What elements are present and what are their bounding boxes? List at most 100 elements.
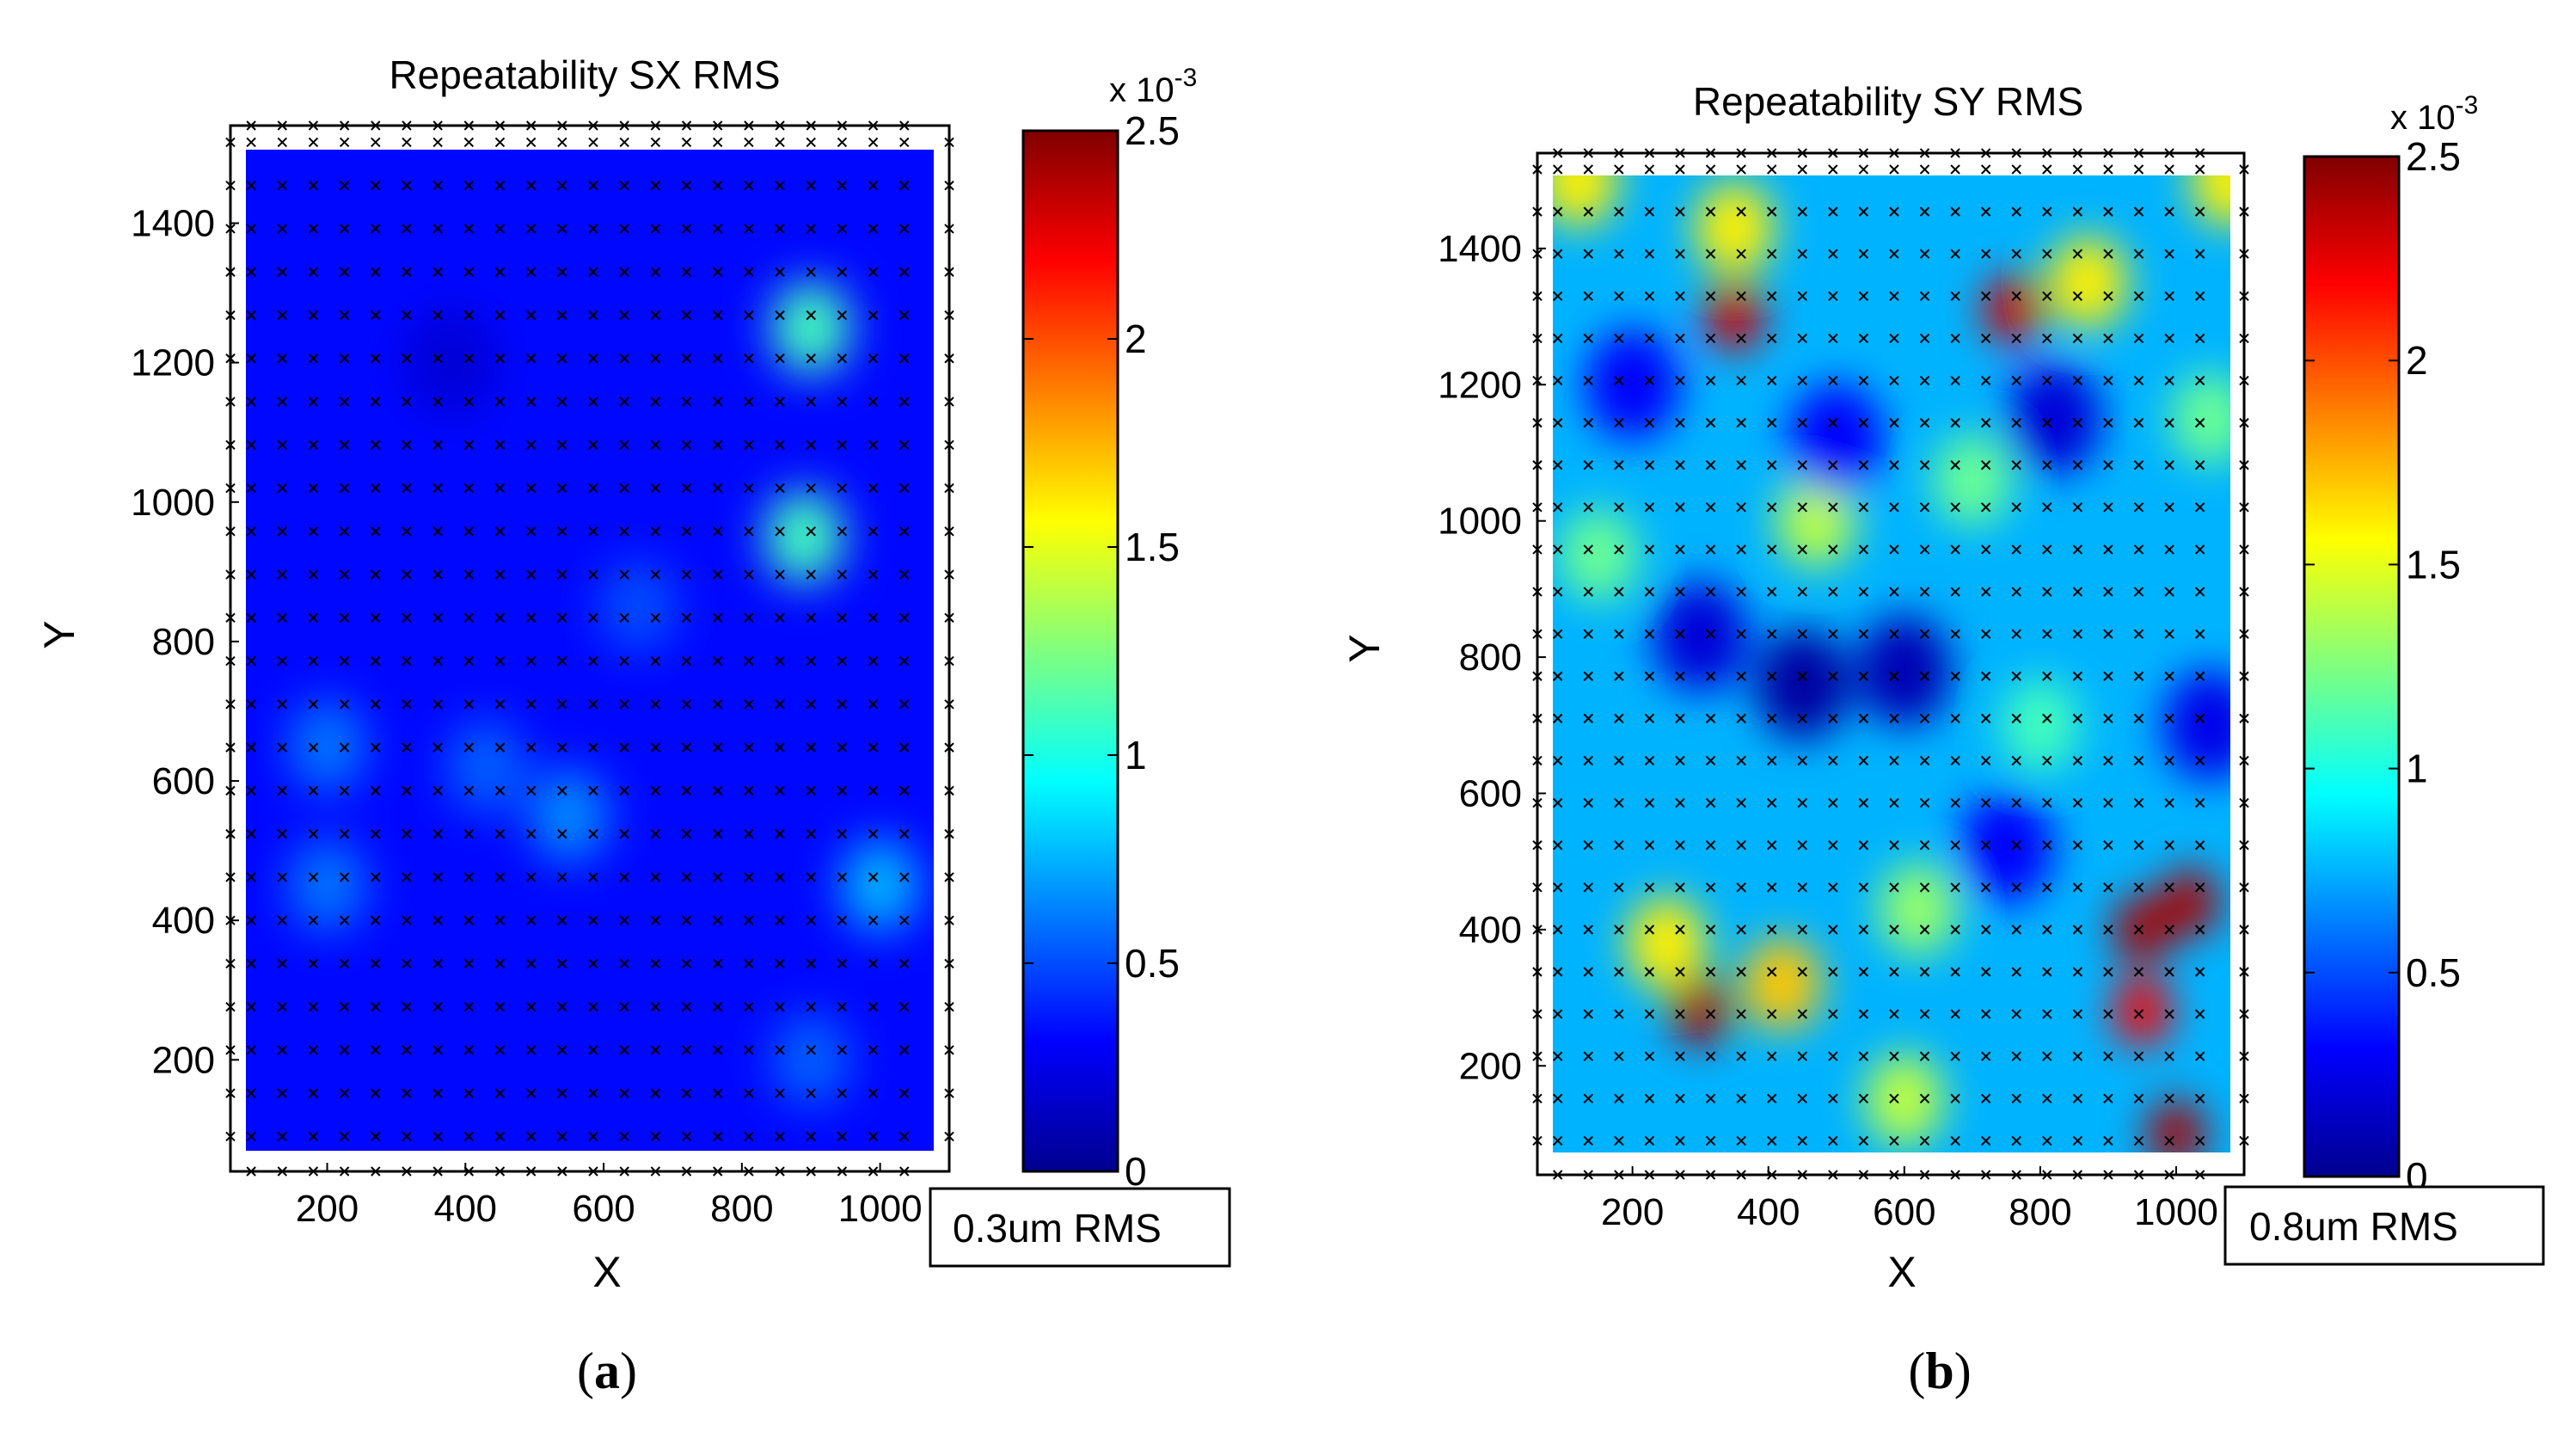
sample-marker — [806, 310, 816, 321]
sample-marker — [619, 396, 629, 407]
sample-marker — [277, 742, 287, 753]
sample-marker — [2194, 206, 2205, 217]
sample-marker — [432, 482, 443, 494]
sample-marker — [806, 612, 816, 624]
sample-marker — [1797, 1093, 1807, 1104]
sample-marker — [1889, 544, 1899, 555]
sample-marker — [1736, 333, 1746, 344]
sample-marker — [1858, 797, 1869, 808]
sample-marker — [1644, 333, 1655, 344]
sample-marker — [402, 915, 412, 925]
sample-marker — [1950, 925, 1960, 935]
sample-marker — [2072, 544, 2083, 555]
sample-marker — [1980, 333, 1991, 344]
y-tick-label: 1400 — [1438, 228, 1522, 270]
sample-marker — [557, 828, 567, 839]
sample-marker — [1553, 882, 1563, 893]
sample-marker — [806, 482, 816, 494]
y-tick-label: 1200 — [131, 342, 215, 384]
sample-marker — [277, 569, 287, 580]
sample-marker — [588, 396, 598, 407]
sample-marker — [650, 353, 661, 364]
sample-marker — [1980, 1009, 1991, 1019]
y-tick-label: 1200 — [1438, 364, 1522, 406]
sample-marker — [681, 396, 692, 407]
sample-marker — [2164, 882, 2174, 893]
sample-marker — [402, 612, 412, 624]
sample-marker — [1614, 587, 1624, 597]
sample-marker — [557, 1045, 567, 1055]
y-tick-label: 1400 — [131, 202, 215, 244]
sample-marker — [1614, 417, 1624, 428]
sample-marker — [588, 958, 598, 969]
sample-marker — [588, 482, 598, 494]
sample-marker — [1858, 1009, 1869, 1019]
sample-marker — [1980, 460, 1991, 470]
sample-marker — [557, 353, 567, 364]
sample-marker — [2042, 587, 2052, 597]
panel-a-caption: (a) — [577, 1343, 637, 1399]
sample-marker — [650, 742, 661, 753]
sample-marker — [1889, 502, 1899, 513]
sample-marker — [1980, 755, 1991, 766]
sample-marker — [2103, 839, 2113, 851]
sample-marker — [371, 612, 381, 624]
sample-marker — [2042, 629, 2052, 639]
sample-marker — [1889, 797, 1899, 808]
sample-marker — [588, 267, 598, 277]
sample-marker — [2194, 713, 2205, 724]
sample-marker — [2011, 755, 2021, 766]
sample-marker — [1736, 882, 1746, 893]
sample-marker — [1675, 839, 1685, 851]
sample-marker — [277, 137, 287, 148]
sample-marker — [899, 439, 910, 450]
sample-marker — [1766, 587, 1777, 597]
sample-marker — [1766, 755, 1777, 766]
sample-marker — [308, 785, 319, 796]
sample-marker — [308, 310, 319, 321]
panel-a-colorbar-ticks: 0 0.5 1 1.5 2 2.5 — [1023, 108, 1180, 1194]
sample-marker — [1828, 967, 1838, 977]
sample-marker — [681, 482, 692, 494]
sample-marker — [432, 224, 443, 234]
sample-marker — [1675, 502, 1685, 513]
sample-marker — [371, 655, 381, 667]
sample-marker — [650, 655, 661, 667]
sample-marker — [1614, 375, 1624, 386]
sample-marker — [2194, 544, 2205, 555]
sample-marker — [371, 915, 381, 925]
sample-marker — [1766, 1009, 1777, 1019]
sample-marker — [2011, 797, 2021, 808]
sample-marker — [525, 612, 537, 624]
sample-marker — [1858, 839, 1869, 851]
sample-marker — [1614, 1135, 1624, 1146]
sample-marker — [1980, 882, 1991, 893]
sample-marker — [806, 137, 816, 148]
sample-marker — [650, 1001, 661, 1012]
sample-marker — [868, 310, 879, 321]
sample-marker — [402, 224, 412, 234]
sample-marker — [2194, 291, 2205, 302]
sample-marker — [1797, 967, 1807, 977]
sample-marker — [2133, 587, 2144, 597]
sample-marker — [837, 1131, 848, 1142]
sample-marker — [1644, 291, 1655, 302]
sample-marker — [2042, 755, 2052, 766]
sample-marker — [1980, 544, 1991, 555]
sample-marker — [2133, 755, 2144, 766]
sample-marker — [650, 526, 661, 537]
sample-marker — [650, 224, 661, 234]
sample-marker — [402, 699, 412, 710]
sample-marker — [1980, 925, 1991, 935]
sample-marker — [1705, 925, 1716, 935]
panel-b-hotspot-20 — [2000, 679, 2080, 772]
sample-marker — [868, 915, 879, 925]
sample-marker — [2042, 375, 2052, 386]
sample-marker — [308, 396, 319, 407]
sample-marker — [2194, 164, 2205, 175]
sample-marker — [525, 1131, 537, 1142]
colorbar-tick-label: 1 — [1125, 733, 1147, 777]
sample-marker — [744, 612, 754, 624]
sample-marker — [1705, 417, 1716, 428]
sample-marker — [494, 872, 506, 882]
